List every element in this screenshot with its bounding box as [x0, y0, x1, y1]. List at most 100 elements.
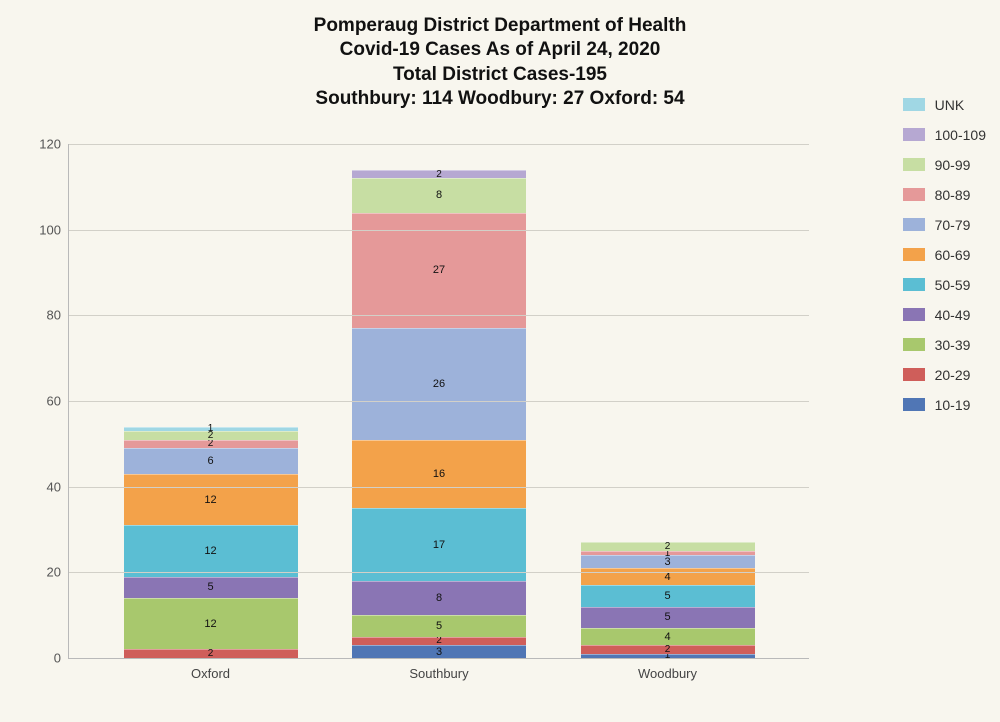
bar-segment: 16 — [352, 440, 526, 509]
bar-segment: 5 — [352, 615, 526, 636]
bar-segment: 8 — [352, 178, 526, 212]
bar-value-label: 2 — [208, 439, 214, 449]
y-tick-label: 80 — [47, 308, 69, 323]
bar-value-label: 12 — [204, 546, 216, 557]
bar-value-label: 3 — [436, 647, 442, 658]
legend-label: 40-49 — [935, 307, 971, 323]
legend-item: 10-19 — [903, 393, 986, 416]
legend-swatch — [903, 188, 925, 201]
legend-label: 50-59 — [935, 277, 971, 293]
legend-item: 30-39 — [903, 333, 986, 356]
bar-segment: 1 — [124, 427, 298, 431]
y-tick-label: 0 — [54, 651, 69, 666]
bar-segment: 2 — [581, 645, 755, 654]
bar-segment: 2 — [124, 649, 298, 658]
bar-segment: 5 — [124, 577, 298, 598]
legend-item: 40-49 — [903, 303, 986, 326]
legend-item: 80-89 — [903, 183, 986, 206]
bar-value-label: 2 — [436, 636, 442, 646]
bar-segment: 4 — [581, 628, 755, 645]
bar-segment: 12 — [124, 525, 298, 576]
bar-value-label: 12 — [204, 495, 216, 506]
bar-segment: 12 — [124, 474, 298, 525]
legend-swatch — [903, 338, 925, 351]
bar-value-label: 12 — [204, 619, 216, 630]
legend-item: 70-79 — [903, 213, 986, 236]
bar-value-label: 2 — [665, 542, 671, 552]
bar-value-label: 16 — [433, 469, 445, 480]
grid-line — [69, 487, 809, 488]
x-axis-label: Woodbury — [638, 658, 697, 681]
legend-swatch — [903, 218, 925, 231]
bar-value-label: 6 — [207, 456, 213, 467]
bar-segment: 12 — [124, 598, 298, 649]
legend-label: 90-99 — [935, 157, 971, 173]
legend-item: 60-69 — [903, 243, 986, 266]
plot-area: 212512126221Oxford32581716262782Southbur… — [68, 144, 809, 659]
legend-swatch — [903, 98, 925, 111]
legend: UNK 100-109 90-99 80-89 70-79 60-69 50-59 40-49… — [903, 86, 986, 423]
bar-segment: 2 — [124, 440, 298, 449]
bar-segment: 2 — [352, 637, 526, 646]
bar-value-label: 8 — [436, 593, 442, 604]
bar-value-label: 5 — [436, 621, 442, 632]
bar-value-label: 5 — [664, 612, 670, 623]
grid-line — [69, 572, 809, 573]
bar-group: 124554312Woodbury — [581, 542, 755, 658]
legend-label: 20-29 — [935, 367, 971, 383]
bar-value-label: 2 — [436, 170, 442, 180]
title-line-3: Total District Cases-195 — [0, 63, 1000, 87]
bar-segment: 8 — [352, 581, 526, 615]
y-tick-label: 40 — [47, 479, 69, 494]
bar-segment: 26 — [352, 328, 526, 439]
legend-label: 30-39 — [935, 337, 971, 353]
legend-swatch — [903, 248, 925, 261]
legend-label: 80-89 — [935, 187, 971, 203]
bar-segment: 6 — [124, 448, 298, 474]
y-tick-label: 100 — [39, 222, 69, 237]
legend-swatch — [903, 128, 925, 141]
x-axis-label: Southbury — [409, 658, 468, 681]
legend-swatch — [903, 308, 925, 321]
x-axis-label: Oxford — [191, 658, 230, 681]
bar-segment: 2 — [581, 542, 755, 551]
bar-segment: 3 — [352, 645, 526, 658]
legend-label: UNK — [935, 97, 965, 113]
legend-item: 50-59 — [903, 273, 986, 296]
legend-label: 10-19 — [935, 397, 971, 413]
legend-label: 60-69 — [935, 247, 971, 263]
grid-line — [69, 144, 809, 145]
bar-value-label: 8 — [436, 190, 442, 201]
bar-segment: 4 — [581, 568, 755, 585]
bar-value-label: 27 — [433, 265, 445, 276]
bar-segment: 5 — [581, 607, 755, 628]
legend-label: 100-109 — [935, 127, 986, 143]
grid-line — [69, 401, 809, 402]
bar-value-label: 5 — [207, 582, 213, 593]
bar-segment: 2 — [352, 170, 526, 179]
bar-value-label: 4 — [664, 632, 670, 643]
title-line-4: Southbury: 114 Woodbury: 27 Oxford: 54 — [0, 87, 1000, 111]
chart-title-block: Pomperaug District Department of Health … — [0, 14, 1000, 111]
title-line-2: Covid-19 Cases As of April 24, 2020 — [0, 38, 1000, 62]
bar-segment: 17 — [352, 508, 526, 581]
y-tick-label: 20 — [47, 565, 69, 580]
chart-container: Pomperaug District Department of Health … — [0, 0, 1000, 722]
legend-swatch — [903, 398, 925, 411]
title-line-1: Pomperaug District Department of Health — [0, 14, 1000, 38]
y-tick-label: 60 — [47, 394, 69, 409]
legend-swatch — [903, 368, 925, 381]
grid-line — [69, 230, 809, 231]
legend-item: 20-29 — [903, 363, 986, 386]
legend-label: 70-79 — [935, 217, 971, 233]
y-tick-label: 120 — [39, 137, 69, 152]
bar-value-label: 1 — [208, 424, 214, 434]
bar-value-label: 5 — [664, 591, 670, 602]
bar-value-label: 17 — [433, 540, 445, 551]
grid-line — [69, 315, 809, 316]
legend-item: 90-99 — [903, 153, 986, 176]
bar-group: 32581716262782Southbury — [352, 170, 526, 658]
legend-item: 100-109 — [903, 123, 986, 146]
bar-group: 212512126221Oxford — [124, 427, 298, 658]
bar-value-label: 26 — [433, 379, 445, 390]
